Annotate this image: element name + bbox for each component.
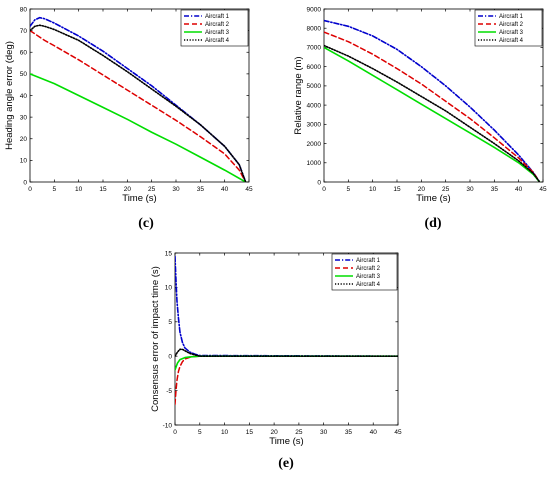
x-tick-label: 30 (320, 429, 328, 436)
legend-label: Aircraft 3 (499, 30, 524, 36)
x-tick-label: 45 (245, 186, 253, 193)
x-tick-label: 15 (99, 186, 107, 193)
y-tick-label: 0 (23, 179, 27, 186)
legend-label: Aircraft 4 (356, 282, 381, 288)
chart-panel-1: 0 5 10 15 20 25 30 35 40 45 0 1000 2000 3000 4000 5000 6… (293, 6, 547, 231)
x-axis-label: Time (s) (416, 193, 450, 204)
legend-label: Aircraft 1 (205, 14, 230, 20)
x-tick-label: 10 (75, 186, 83, 193)
x-tick-label: 5 (198, 429, 202, 436)
x-tick-label: 40 (370, 429, 378, 436)
legend-label: Aircraft 3 (205, 30, 230, 36)
x-tick-label: 35 (345, 429, 353, 436)
x-tick-label: 35 (197, 186, 205, 193)
series-group (175, 255, 398, 406)
y-axis-label: Heading angle error (deg) (4, 41, 15, 150)
y-tick-label: 1000 (307, 160, 322, 167)
x-tick-label: 25 (442, 186, 450, 193)
series-line-aircraft-2 (30, 29, 247, 182)
y-tick-label: 15 (165, 250, 173, 257)
y-tick-label: -5 (166, 388, 172, 395)
x-tick-label: 0 (173, 429, 177, 436)
x-axis-label: Time (s) (122, 193, 156, 204)
series-line-aircraft-3 (324, 46, 541, 182)
series-group (324, 19, 541, 182)
y-tick-label: 9000 (307, 6, 322, 13)
x-tick-label: 35 (491, 186, 499, 193)
y-tick-label: 30 (20, 114, 28, 121)
x-tick-label: 30 (172, 186, 180, 193)
y-tick-label: -10 (163, 422, 173, 429)
legend-label: Aircraft 1 (356, 258, 381, 264)
legend-label: Aircraft 1 (499, 14, 524, 20)
y-tick-label: 5 (168, 319, 172, 326)
y-tick-label: 2000 (307, 141, 322, 148)
y-tick-label: 0 (168, 354, 172, 361)
x-tick-label: 0 (322, 186, 326, 193)
legend-label: Aircraft 2 (356, 266, 381, 272)
y-tick-label: 3000 (307, 122, 322, 129)
x-tick-label: 20 (270, 429, 278, 436)
y-tick-label: 7000 (307, 45, 322, 52)
y-tick-label: 5000 (307, 83, 322, 90)
x-tick-label: 10 (369, 186, 377, 193)
series-line-aircraft-2 (324, 31, 541, 182)
y-tick-label: 10 (20, 158, 28, 165)
y-tick-label: 70 (20, 28, 28, 35)
legend: Aircraft 1 Aircraft 2 Aircraft 3 Aircraft 4 (331, 253, 398, 291)
y-tick-label: 4000 (307, 102, 322, 109)
x-tick-label: 15 (393, 186, 401, 193)
series-line-aircraft-1 (324, 19, 541, 182)
panel-label: (d) (424, 216, 441, 231)
panel-label: (c) (138, 216, 154, 231)
x-tick-label: 0 (28, 186, 32, 193)
x-tick-label: 30 (466, 186, 474, 193)
legend-label: Aircraft 3 (356, 274, 381, 280)
series-line-aircraft-3 (30, 73, 247, 182)
y-tick-label: 0 (317, 179, 321, 186)
x-tick-label: 40 (515, 186, 523, 193)
legend-label: Aircraft 4 (205, 38, 230, 44)
y-tick-label: 6000 (307, 64, 322, 71)
legend: Aircraft 1 Aircraft 2 Aircraft 3 Aircraft 4 (474, 9, 543, 47)
x-tick-label: 10 (221, 429, 229, 436)
x-tick-label: 20 (418, 186, 426, 193)
x-tick-label: 45 (394, 429, 402, 436)
legend: Aircraft 1 Aircraft 2 Aircraft 3 Aircraft 4 (180, 9, 249, 47)
series-line-aircraft-4 (175, 348, 398, 358)
x-tick-label: 15 (246, 429, 254, 436)
y-axis-label: Consensus error of impact time (s) (150, 266, 161, 412)
x-tick-label: 25 (295, 429, 303, 436)
x-tick-label: 20 (124, 186, 132, 193)
x-tick-label: 5 (53, 186, 57, 193)
y-tick-label: 80 (20, 6, 28, 13)
panel-label: (e) (278, 456, 294, 471)
x-tick-label: 45 (539, 186, 547, 193)
chart-panel-0: 0 5 10 15 20 25 30 35 40 45 0 10 20 30 40 50 60 70 80 Aircr… (4, 6, 253, 231)
y-tick-label: 40 (20, 93, 28, 100)
x-axis-label: Time (s) (269, 436, 303, 447)
series-group (30, 16, 247, 182)
legend-label: Aircraft 2 (499, 22, 524, 28)
series-line-aircraft-4 (324, 44, 541, 182)
y-axis-label: Relative range (m) (293, 56, 304, 134)
x-tick-label: 25 (148, 186, 156, 193)
y-tick-label: 50 (20, 71, 28, 78)
y-tick-label: 8000 (307, 26, 322, 33)
x-tick-label: 40 (221, 186, 229, 193)
y-tick-label: 10 (165, 285, 173, 292)
legend-label: Aircraft 2 (205, 22, 230, 28)
legend-label: Aircraft 4 (499, 38, 524, 44)
series-line-aircraft-4 (30, 24, 247, 182)
x-tick-label: 5 (347, 186, 351, 193)
y-tick-label: 20 (20, 136, 28, 143)
y-tick-label: 60 (20, 50, 28, 57)
